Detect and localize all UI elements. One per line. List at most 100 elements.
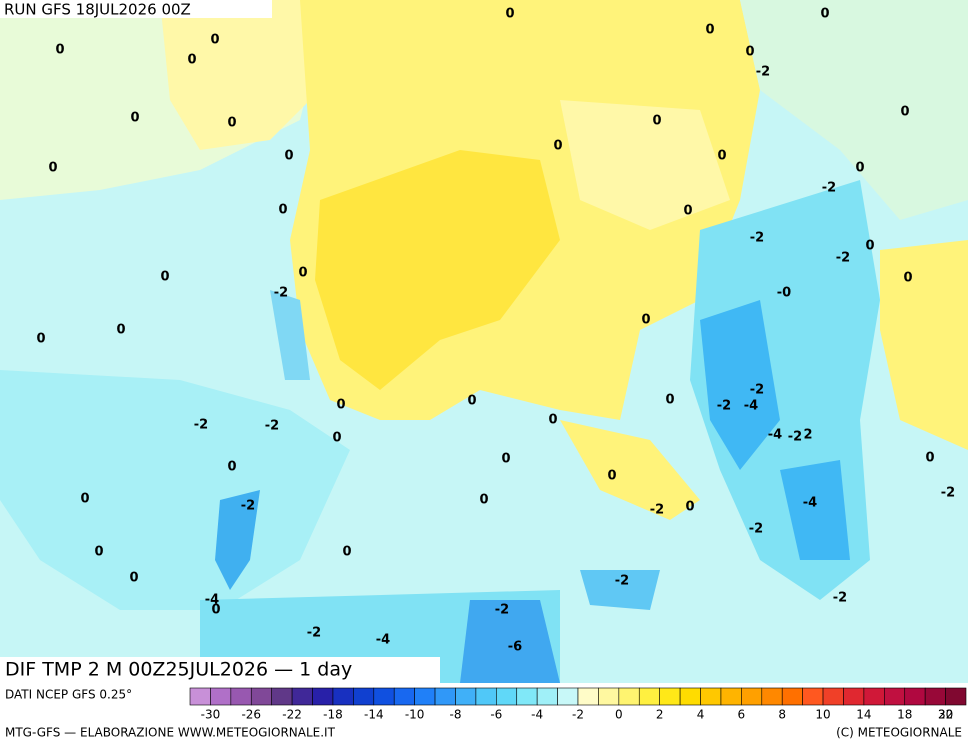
- contour-label: 2: [803, 428, 812, 443]
- contour-label: -4: [376, 633, 390, 648]
- colorbar-swatch: [230, 687, 252, 706]
- contour-label: 0: [900, 105, 909, 120]
- colorbar-tick-label: -6: [490, 708, 502, 722]
- contour-label: -2: [833, 591, 847, 606]
- run-label: RUN GFS 18JUL2026 00Z: [4, 1, 191, 19]
- colorbar-swatch: [904, 687, 926, 706]
- contour-label: 0: [36, 332, 45, 347]
- contour-label: 0: [685, 500, 694, 515]
- colorbar-tick-label: -22: [282, 708, 302, 722]
- colorbar-swatch: [700, 687, 722, 706]
- contour-label: 0: [745, 45, 754, 60]
- contour-label: 0: [116, 323, 125, 338]
- colorbar-swatch: [638, 687, 660, 706]
- contour-label: 0: [855, 161, 864, 176]
- contour-label: -2: [750, 231, 764, 246]
- contour-label: -2: [750, 383, 764, 398]
- contour-label: 0: [210, 33, 219, 48]
- map-title: DIF TMP 2 M 00Z25JUL2026 — 1 day: [5, 659, 352, 681]
- contour-label: -2: [650, 503, 664, 518]
- contour-label: 0: [925, 451, 934, 466]
- contour-label: -2: [307, 626, 321, 641]
- colorbar-swatch: [291, 687, 313, 706]
- contour-label: 0: [94, 545, 103, 560]
- colorbar-swatch: [312, 687, 334, 706]
- contour-label: 0: [903, 271, 912, 286]
- colorbar-tick-label: -14: [364, 708, 384, 722]
- colorbar-tick-label: 22: [938, 708, 953, 722]
- contour-label: 0: [336, 398, 345, 413]
- contour-label: 0: [80, 492, 89, 507]
- contour-label: -2: [749, 522, 763, 537]
- colorbar-swatch: [189, 687, 211, 706]
- colorbar-swatch: [414, 687, 436, 706]
- colorbar-tick-label: 30: [938, 708, 953, 722]
- colorbar-swatch: [720, 687, 742, 706]
- contour-label: 0: [48, 161, 57, 176]
- contour-label: -2: [788, 430, 802, 445]
- anomaly-fields: [0, 0, 968, 683]
- colorbar-swatch: [271, 687, 293, 706]
- colorbar-swatch: [945, 687, 967, 706]
- contour-label: 0: [717, 149, 726, 164]
- contour-label: 0: [130, 111, 139, 126]
- colorbar-swatch: [332, 687, 354, 706]
- contour-label: -4: [803, 496, 817, 511]
- colorbar-tick-label: 4: [697, 708, 705, 722]
- contour-label: 0: [665, 393, 674, 408]
- colorbar-swatch: [475, 687, 497, 706]
- colorbar-tick-label: -4: [531, 708, 543, 722]
- contour-label: 0: [479, 493, 488, 508]
- contour-label: -2: [274, 286, 288, 301]
- contour-label: -2: [265, 419, 279, 434]
- contour-label: -4: [744, 399, 758, 414]
- contour-label: 0: [501, 452, 510, 467]
- colorbar-swatch: [924, 687, 946, 706]
- contour-label: 0: [129, 571, 138, 586]
- contour-label: 0: [227, 460, 236, 475]
- colorbar-swatch: [373, 687, 395, 706]
- colorbar-tick-label: 0: [615, 708, 623, 722]
- colorbar-swatch: [516, 687, 538, 706]
- contour-label: -2: [194, 418, 208, 433]
- contour-label: 0: [865, 239, 874, 254]
- contour-label: 0: [298, 266, 307, 281]
- contour-label: 0: [548, 413, 557, 428]
- contour-label: -2: [717, 399, 731, 414]
- contour-label: 0: [227, 116, 236, 131]
- colorbar-swatch: [679, 687, 701, 706]
- contour-label: 0: [683, 204, 692, 219]
- colorbar-swatch: [557, 687, 579, 706]
- colorbar-swatch: [210, 687, 232, 706]
- colorbar-tick-label: -2: [572, 708, 584, 722]
- colorbar-swatch: [863, 687, 885, 706]
- colorbar-tick-label: 18: [897, 708, 912, 722]
- source-label: DATI NCEP GFS 0.25°: [5, 688, 132, 702]
- colorbar-swatch: [884, 687, 906, 706]
- contour-label: 0: [467, 394, 476, 409]
- contour-label: 0: [641, 313, 650, 328]
- colorbar-swatch: [618, 687, 640, 706]
- colorbar-tick-label: 2: [656, 708, 664, 722]
- contour-label: -2: [822, 181, 836, 196]
- colorbar-swatch: [393, 687, 415, 706]
- colorbar-swatch: [536, 687, 558, 706]
- colorbar: -30 -26 -22 -18 -14 -10 -8 -6 -4 -2 0 2 4 6 8 10 14 18 223…: [189, 687, 967, 722]
- contour-label: -2: [756, 65, 770, 80]
- colorbar-swatch: [659, 687, 681, 706]
- contour-label: 0: [284, 149, 293, 164]
- colorbar-swatch: [843, 687, 865, 706]
- colorbar-swatch: [250, 687, 272, 706]
- colorbar-swatch: [822, 687, 844, 706]
- contour-label: 0: [55, 43, 64, 58]
- colorbar-swatch: [761, 687, 783, 706]
- colorbar-tick-label: 8: [778, 708, 786, 722]
- contour-label: -2: [241, 499, 255, 514]
- title-box: [0, 657, 440, 683]
- colorbar-tick-label: 14: [856, 708, 871, 722]
- contour-label: 0: [652, 114, 661, 129]
- colorbar-swatch: [434, 687, 456, 706]
- contour-label: 0: [278, 203, 287, 218]
